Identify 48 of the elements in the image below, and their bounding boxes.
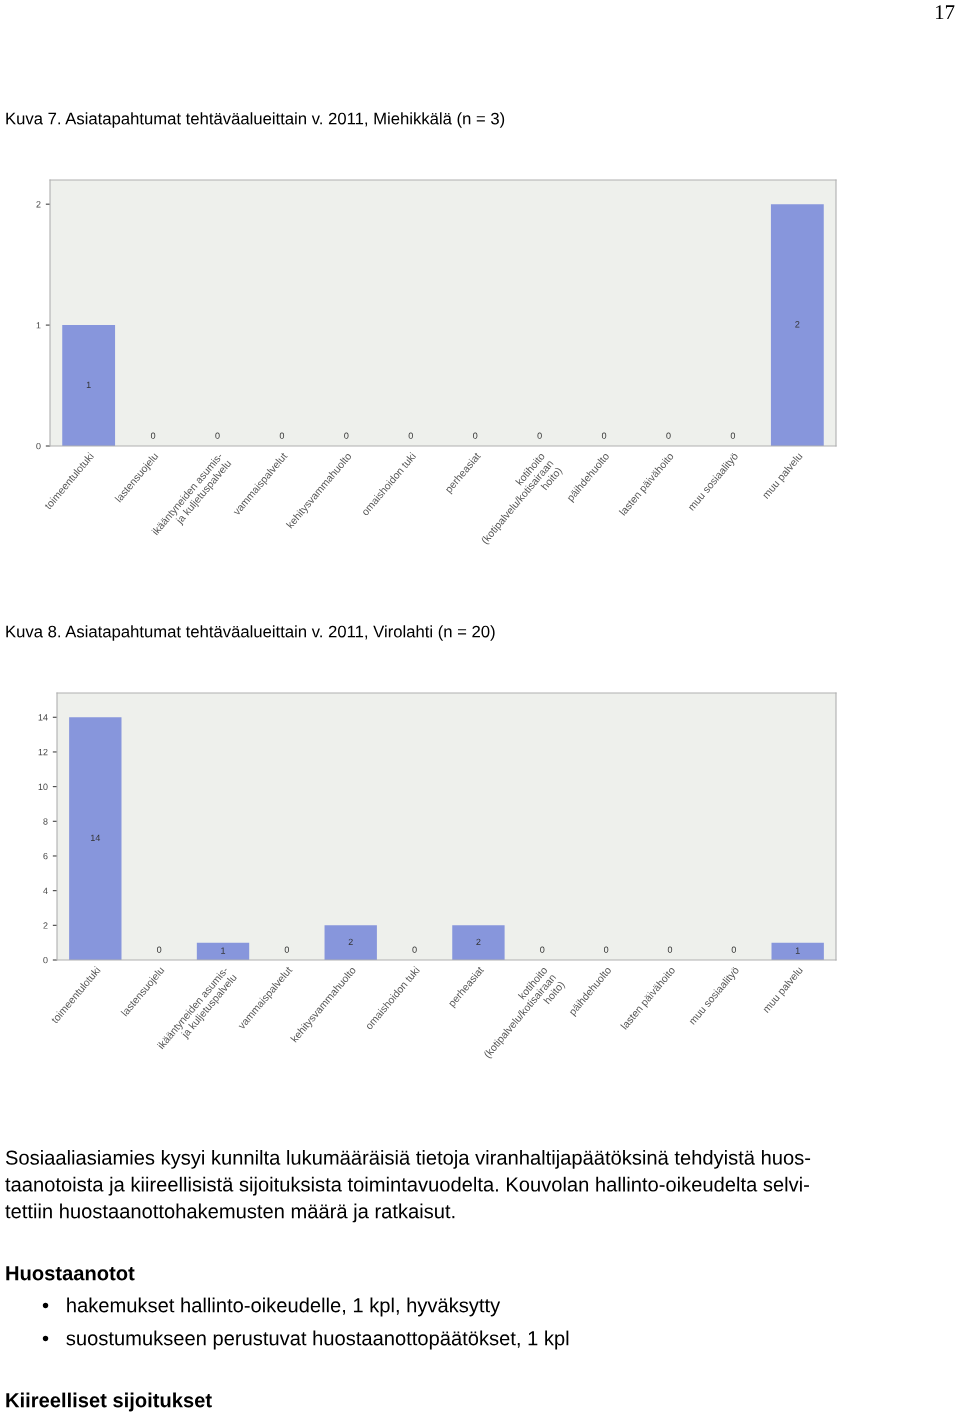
data-label: 1	[221, 947, 226, 954]
data-label: 0	[731, 946, 736, 953]
text: Sosiaaliasiamies kysyi kunnilta lukumääräisiä tietoja viranhaltijapäätöksinä tehdyistä huos- taanotoista ja kiireellisistä sijoituksista toimintavuodelta. Kouvolan hallinto-oikeudelta selvi- tettiin huostaanottohakemusten määrä ja ratkaisut.	[5, 1150, 811, 1223]
data-label: 0	[666, 432, 671, 439]
y-tick-label: 10	[38, 783, 48, 790]
data-label: 0	[601, 432, 607, 439]
data-label: 0	[215, 432, 220, 439]
bar	[324, 925, 377, 960]
chart-title: Kuva 7. Asiatapahtumat tehtäväalueittain v. 2011, Miehikkälä (n = 3)	[6, 112, 505, 128]
bar	[69, 717, 122, 960]
data-label: 0	[150, 432, 156, 439]
bar	[771, 942, 824, 960]
data-label: 0	[537, 432, 542, 439]
y-tick-label: 2	[43, 922, 48, 929]
text: • hakemukset hallinto-oikeudelle, 1 kpl, hyväksytty	[42, 1297, 501, 1317]
data-label: 0	[408, 432, 413, 439]
text: • suostumukseen perustuvat huostaanottopäätökset, 1 kpl	[42, 1330, 569, 1350]
text: 17	[936, 5, 955, 20]
data-label: 1	[86, 381, 91, 388]
text: Huostaanotot	[6, 1266, 135, 1281]
data-label: 0	[603, 946, 609, 953]
data-label: 0	[284, 946, 290, 953]
bar	[196, 942, 250, 960]
data-label: 14	[90, 834, 101, 841]
data-label: 0	[540, 946, 545, 953]
data-label: 0	[473, 432, 478, 439]
data-label: 0	[730, 432, 736, 439]
y-tick-label: 12	[38, 748, 48, 756]
y-tick-label: 0	[43, 956, 48, 964]
y-tick-label: 8	[43, 818, 48, 825]
y-tick-label: 14	[38, 714, 48, 721]
y-tick-label: 2	[36, 201, 41, 208]
y-tick-label: 4	[43, 887, 48, 894]
data-label: 2	[476, 938, 481, 945]
data-label: 0	[667, 946, 673, 953]
text: Kiireelliset sijoitukset	[6, 1392, 212, 1412]
data-label: 0	[157, 946, 162, 953]
data-label: 0	[344, 432, 349, 439]
y-tick-label: 6	[43, 852, 48, 860]
y-tick-label: 0	[36, 442, 41, 450]
chart-title: Kuva 8. Asiatapahtumat tehtäväalueittain v. 2011, Virolahti (n = 20)	[6, 625, 495, 641]
data-label: 1	[795, 947, 800, 954]
data-label: 2	[795, 321, 800, 328]
data-label: 0	[412, 946, 417, 953]
y-tick-label: 1	[36, 322, 41, 329]
bar	[452, 925, 505, 960]
data-label: 2	[348, 938, 353, 945]
data-label: 0	[279, 432, 285, 439]
